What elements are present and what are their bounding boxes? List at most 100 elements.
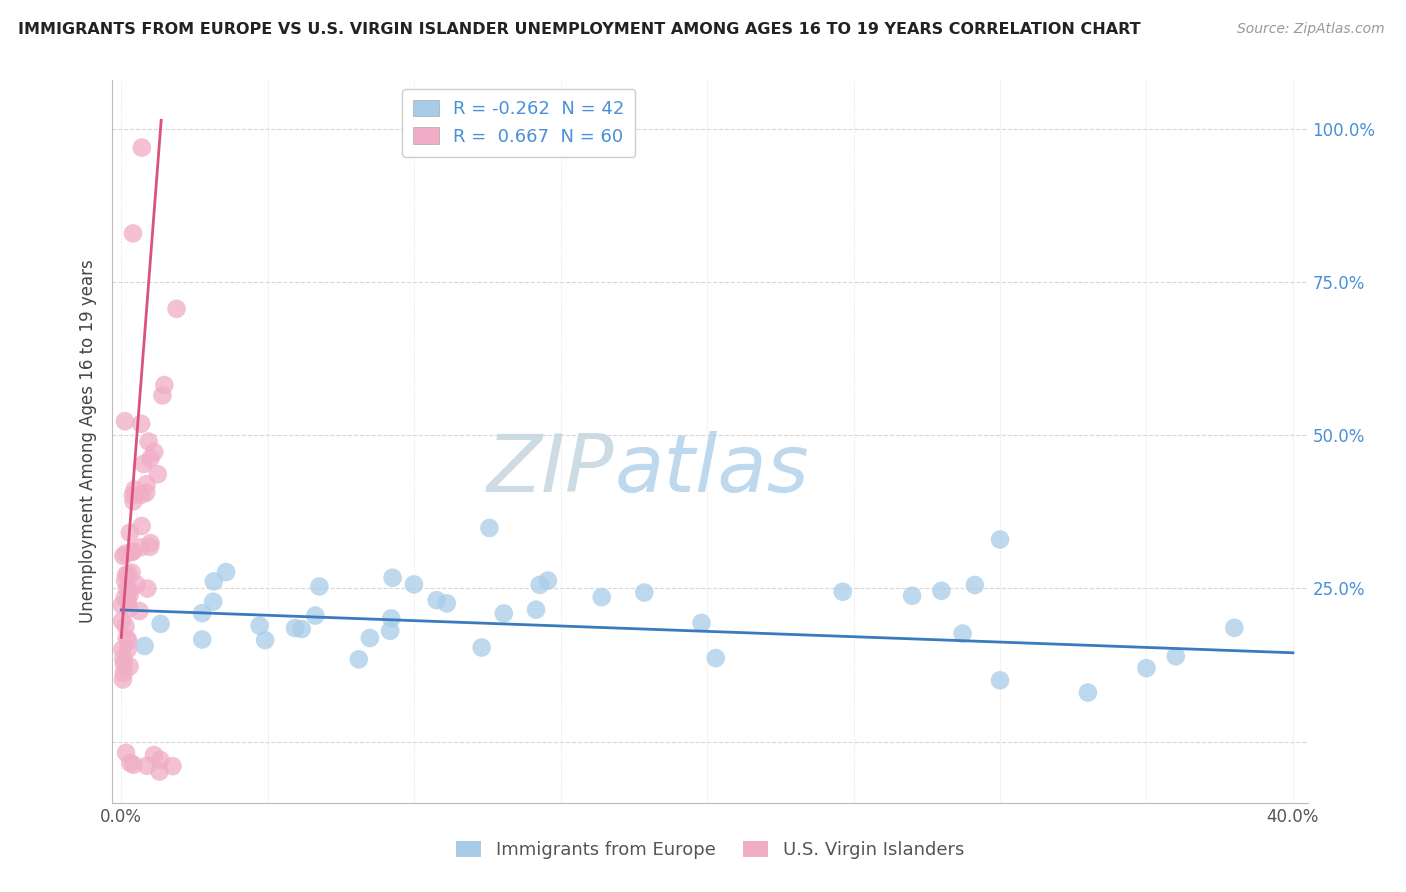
Y-axis label: Unemployment Among Ages 16 to 19 years: Unemployment Among Ages 16 to 19 years — [79, 260, 97, 624]
Text: atlas: atlas — [614, 432, 810, 509]
Text: IMMIGRANTS FROM EUROPE VS U.S. VIRGIN ISLANDER UNEMPLOYMENT AMONG AGES 16 TO 19 : IMMIGRANTS FROM EUROPE VS U.S. VIRGIN IS… — [18, 22, 1140, 37]
Point — [704, 651, 727, 665]
Point — [359, 631, 381, 645]
Point — [118, 659, 141, 673]
Point — [135, 477, 157, 491]
Point — [249, 618, 271, 632]
Point — [111, 642, 134, 657]
Point — [135, 485, 157, 500]
Point — [118, 525, 141, 540]
Point — [478, 521, 501, 535]
Point — [115, 582, 138, 596]
Point — [537, 574, 560, 588]
Point — [202, 574, 225, 589]
Point — [202, 595, 225, 609]
Point — [125, 577, 148, 591]
Point — [524, 603, 547, 617]
Point — [492, 607, 515, 621]
Point — [191, 632, 214, 647]
Point — [117, 642, 139, 657]
Point — [121, 545, 143, 559]
Point — [128, 604, 150, 618]
Point — [1135, 661, 1157, 675]
Point — [111, 673, 134, 687]
Point — [117, 633, 139, 648]
Point — [529, 578, 551, 592]
Point — [115, 631, 138, 645]
Point — [139, 536, 162, 550]
Point — [1223, 621, 1246, 635]
Point — [215, 565, 238, 579]
Point — [831, 584, 853, 599]
Point — [114, 574, 136, 588]
Point — [1077, 685, 1099, 699]
Point — [402, 577, 425, 591]
Point — [115, 568, 138, 582]
Point — [149, 616, 172, 631]
Point — [149, 753, 172, 767]
Point — [118, 582, 141, 597]
Point — [988, 533, 1011, 547]
Point — [988, 673, 1011, 688]
Point — [1164, 649, 1187, 664]
Point — [114, 547, 136, 561]
Point — [380, 611, 402, 625]
Point — [436, 596, 458, 610]
Point — [131, 488, 153, 502]
Point — [166, 301, 188, 316]
Point — [901, 589, 924, 603]
Point — [284, 621, 307, 635]
Point — [633, 585, 655, 599]
Point — [131, 519, 153, 533]
Point — [148, 764, 170, 779]
Point — [254, 633, 277, 648]
Point — [153, 378, 176, 392]
Point — [111, 598, 134, 612]
Point — [134, 639, 156, 653]
Point — [121, 566, 143, 580]
Point — [132, 457, 155, 471]
Point — [135, 758, 157, 772]
Point — [117, 594, 139, 608]
Point — [112, 652, 135, 666]
Point — [191, 606, 214, 620]
Point — [122, 494, 145, 508]
Point — [121, 488, 143, 502]
Point — [380, 624, 402, 638]
Text: Source: ZipAtlas.com: Source: ZipAtlas.com — [1237, 22, 1385, 37]
Point — [112, 665, 135, 680]
Point — [112, 549, 135, 563]
Point — [347, 652, 370, 666]
Point — [591, 590, 613, 604]
Point — [139, 451, 162, 466]
Point — [931, 583, 953, 598]
Point — [136, 582, 159, 596]
Point — [308, 579, 330, 593]
Point — [146, 467, 169, 482]
Point — [291, 622, 314, 636]
Point — [120, 756, 142, 770]
Point — [963, 578, 986, 592]
Point — [115, 746, 138, 760]
Point — [129, 541, 152, 555]
Text: ZIP: ZIP — [486, 432, 614, 509]
Point — [111, 614, 134, 628]
Point — [304, 608, 326, 623]
Point — [471, 640, 494, 655]
Point — [138, 434, 160, 449]
Point — [112, 657, 135, 672]
Point — [114, 414, 136, 428]
Point — [131, 141, 153, 155]
Point — [114, 591, 136, 605]
Point — [381, 571, 404, 585]
Point — [122, 757, 145, 772]
Point — [117, 567, 139, 582]
Point — [426, 593, 449, 607]
Legend: Immigrants from Europe, U.S. Virgin Islanders: Immigrants from Europe, U.S. Virgin Isla… — [449, 833, 972, 866]
Point — [118, 601, 141, 615]
Point — [114, 619, 136, 633]
Point — [129, 417, 152, 431]
Point — [139, 540, 162, 554]
Point — [118, 587, 141, 601]
Point — [121, 544, 143, 558]
